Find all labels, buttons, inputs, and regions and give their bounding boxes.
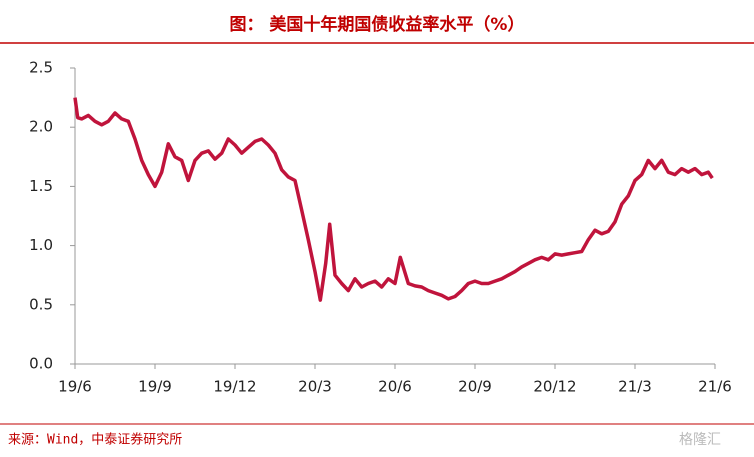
chart-title: 图： 美国十年期国债收益率水平（%） — [230, 14, 525, 35]
x-tick-label: 20/6 — [378, 378, 412, 396]
y-tick-label: 2.5 — [29, 59, 53, 77]
line-series — [73, 97, 714, 302]
x-tick-label: 20/12 — [533, 378, 576, 396]
x-tick-label: 19/12 — [213, 378, 256, 396]
x-tick-label: 20/9 — [458, 378, 492, 396]
y-tick-label: 1.0 — [29, 236, 53, 254]
x-tick-label: 19/6 — [58, 378, 92, 396]
y-tick-label: 2.0 — [29, 118, 53, 136]
y-tick-label: 1.5 — [29, 177, 53, 195]
y-tick-label: 0.0 — [29, 355, 53, 373]
watermark: 格隆汇 — [679, 432, 721, 448]
y-tick-label: 0.5 — [29, 295, 53, 313]
source: 来源：Wind，中泰证券研究所 — [8, 432, 182, 448]
x-tick-label: 21/3 — [618, 378, 652, 396]
x-tick-label: 20/3 — [298, 378, 332, 396]
x-tick-label: 19/9 — [138, 378, 172, 396]
x-tick-label: 21/6 — [698, 378, 732, 396]
